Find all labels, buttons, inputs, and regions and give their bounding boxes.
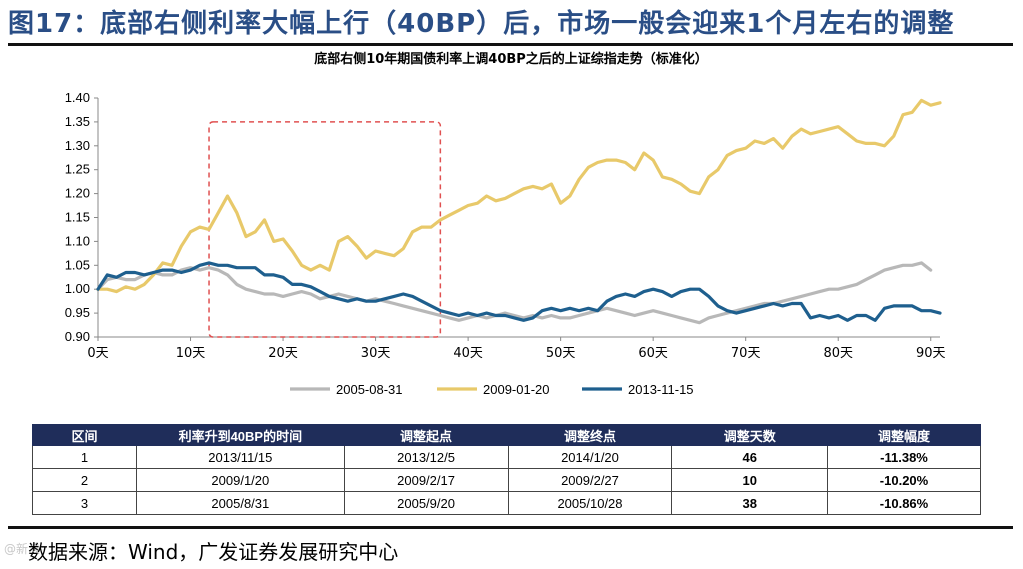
- table-cell: 2009/2/17: [343, 468, 509, 492]
- table-cell: 2009/1/20: [136, 468, 345, 492]
- legend-label: 2005-08-31: [336, 382, 403, 397]
- x-tick-label: 90天: [916, 346, 946, 361]
- x-tick-label: 70天: [731, 346, 761, 361]
- y-tick-label: 1.05: [65, 257, 90, 272]
- table-cell: 2009/2/27: [507, 468, 673, 492]
- x-tick-label: 20天: [268, 346, 298, 361]
- x-tick-label: 10天: [176, 346, 206, 361]
- y-tick-label: 1.20: [65, 186, 90, 201]
- table-row: 2 2009/1/20 2009/2/17 2009/2/27 10 -10.2…: [31, 468, 981, 492]
- series-line-2013-11-15: [96, 261, 942, 322]
- y-tick-label: 0.90: [65, 329, 90, 344]
- table-row: 1 2013/11/15 2013/12/5 2014/1/20 46 -11.…: [31, 445, 981, 469]
- x-tick-label: 80天: [823, 346, 853, 361]
- table-cell: 2005/8/31: [136, 491, 345, 515]
- table-cell: 10: [671, 468, 829, 492]
- table-header-row: 区间 利率升到40BP的时间 调整起点 调整终点 调整天数 调整幅度: [31, 424, 981, 446]
- y-tick-label: 0.95: [65, 305, 90, 320]
- x-tick-label: 40天: [453, 346, 483, 361]
- y-tick-label: 1.15: [65, 210, 90, 225]
- table-cell: 2005/9/20: [343, 491, 509, 515]
- x-tick-label: 50天: [546, 346, 576, 361]
- y-tick-label: 1.35: [65, 114, 90, 129]
- table-header-cell: 调整天数: [671, 424, 829, 446]
- adjustment-table: 区间 利率升到40BP的时间 调整起点 调整终点 调整天数 调整幅度 1 201…: [31, 424, 981, 515]
- source-note: 数据来源：Wind，广发证券发展研究中心: [28, 540, 399, 564]
- axes: 0.90 0.95 1.00 1.05 1.10 1.15 1.20 1.25 1.30 1.35…: [65, 90, 946, 361]
- bottom-rule: [8, 526, 1013, 529]
- y-tick-label: 1.40: [65, 90, 90, 105]
- legend-label: 2013-11-15: [628, 382, 694, 397]
- table-cell: -10.86%: [827, 491, 981, 515]
- table-cell: 46: [671, 445, 829, 469]
- table-cell: 3: [31, 491, 138, 515]
- series-line-2005-08-31: [96, 261, 933, 325]
- table-header-cell: 调整终点: [507, 424, 673, 446]
- table-cell: 2005/10/28: [507, 491, 673, 515]
- chart-title: 底部右侧10年期国债利率上调40BP之后的上证综指走势（标准化）: [314, 51, 708, 67]
- table-cell: 2014/1/20: [507, 445, 673, 469]
- table-header-cell: 调整幅度: [827, 424, 981, 446]
- watermark: @新浪: [4, 542, 41, 556]
- top-rule: [8, 43, 1013, 46]
- table-cell: -10.20%: [827, 468, 981, 492]
- y-tick-label: 1.00: [65, 281, 90, 296]
- y-tick-label: 1.30: [65, 138, 90, 153]
- table-cell: 2013/12/5: [343, 445, 509, 469]
- line-chart: 底部右侧10年期国债利率上调40BP之后的上证综指走势（标准化） 0.900.9…: [65, 51, 946, 397]
- series-line-2009-01-20: [96, 98, 942, 294]
- legend-label: 2009-01-20: [483, 382, 550, 397]
- table-header-cell: 利率升到40BP的时间: [136, 424, 345, 446]
- table-cell: 38: [671, 491, 829, 515]
- table-cell: 2013/11/15: [136, 445, 345, 469]
- table-cell: -11.38%: [827, 445, 981, 469]
- table-cell: 1: [31, 445, 138, 469]
- y-tick-label: 1.25: [65, 162, 90, 177]
- figure-title: 图17：底部右侧利率大幅上行（40BP）后，市场一般会迎来1个月左右的调整: [8, 9, 955, 39]
- series-lines: [96, 98, 942, 325]
- x-tick-label: 0天: [87, 346, 108, 361]
- table-cell: 2: [31, 468, 138, 492]
- table-header-cell: 调整起点: [343, 424, 509, 446]
- table-row: 3 2005/8/31 2005/9/20 2005/10/28 38 -10.…: [31, 491, 981, 515]
- y-tick-label: 1.10: [65, 233, 90, 248]
- legend: 2005-08-31 2009-01-20 2013-11-15: [290, 382, 694, 397]
- x-tick-label: 60天: [638, 346, 668, 361]
- table-header-cell: 区间: [31, 424, 138, 446]
- x-tick-label: 30天: [361, 346, 391, 361]
